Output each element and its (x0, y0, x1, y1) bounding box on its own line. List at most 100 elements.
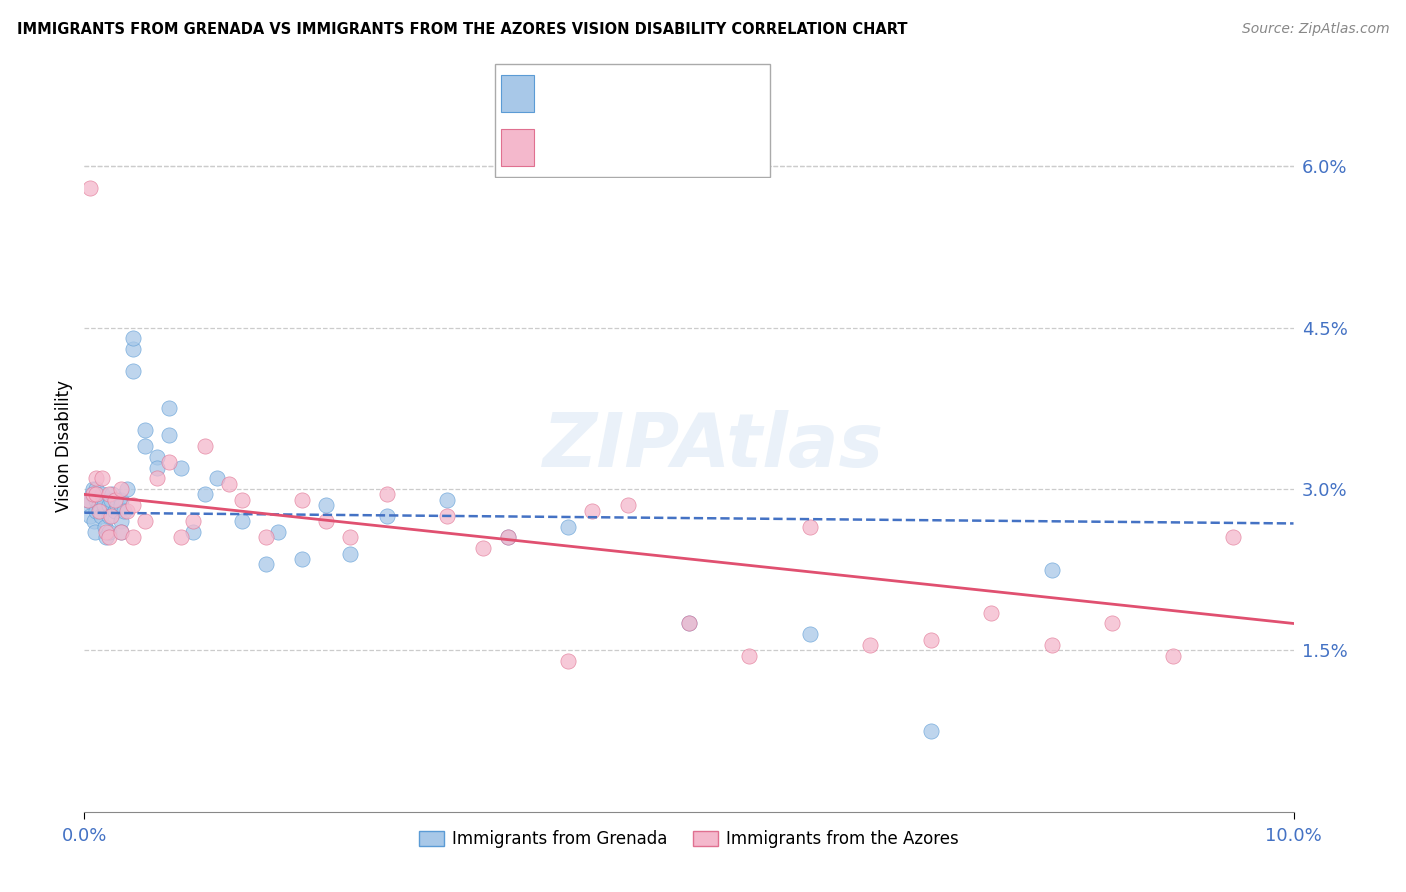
Point (110, 524, 132, 539)
Point (146, 460, 169, 475)
Point (77, 492, 100, 507)
Point (134, 439, 156, 453)
Point (80, 487, 103, 501)
Point (87, 503, 110, 517)
Point (436, 492, 458, 507)
Point (82, 487, 104, 501)
Point (91, 487, 114, 501)
Point (104, 492, 127, 507)
Point (121, 364, 143, 378)
Text: Source: ZipAtlas.com: Source: ZipAtlas.com (1241, 22, 1389, 37)
Point (146, 471, 169, 485)
Point (1040, 638, 1063, 652)
Text: N =: N = (666, 138, 703, 156)
Point (496, 530, 519, 544)
Point (194, 439, 217, 453)
Point (375, 508, 398, 523)
Point (110, 514, 132, 528)
Point (315, 514, 337, 528)
Point (134, 514, 156, 528)
Point (170, 530, 193, 544)
Point (115, 482, 138, 496)
Point (110, 492, 132, 507)
Point (339, 547, 361, 561)
Point (91, 471, 114, 485)
Point (76, 498, 98, 512)
Point (678, 616, 700, 631)
Point (110, 498, 132, 512)
Point (231, 514, 253, 528)
Point (82, 482, 104, 496)
Y-axis label: Vision Disability: Vision Disability (55, 380, 73, 512)
Point (97, 498, 120, 512)
Point (83, 514, 105, 528)
Point (181, 524, 204, 539)
Point (1161, 648, 1184, 663)
Point (121, 342, 143, 356)
Point (97, 530, 120, 544)
Point (157, 401, 180, 416)
Point (339, 530, 361, 544)
Point (181, 514, 204, 528)
Point (581, 503, 603, 517)
Point (291, 552, 314, 566)
Point (115, 503, 138, 517)
Point (101, 487, 124, 501)
Point (678, 616, 700, 631)
Point (94, 519, 117, 533)
Point (104, 503, 127, 517)
Text: -0.010: -0.010 (579, 85, 638, 103)
Point (87, 498, 110, 512)
Point (89, 503, 111, 517)
Point (472, 541, 495, 556)
Point (315, 498, 337, 512)
Point (617, 498, 640, 512)
Point (194, 487, 217, 501)
Point (496, 530, 519, 544)
Point (79, 508, 101, 523)
Text: -0.104: -0.104 (579, 138, 638, 156)
Point (1101, 616, 1123, 631)
Point (207, 471, 229, 485)
Point (375, 487, 398, 501)
FancyBboxPatch shape (495, 63, 770, 178)
Point (1040, 563, 1063, 577)
Point (90, 508, 112, 523)
Point (436, 508, 458, 523)
Point (134, 423, 156, 437)
Text: R =: R = (543, 85, 579, 103)
Point (218, 476, 240, 491)
Point (157, 455, 180, 469)
Point (86, 482, 108, 496)
Point (291, 492, 314, 507)
Point (557, 654, 579, 668)
Point (86, 487, 108, 501)
Point (112, 503, 135, 517)
Point (254, 558, 277, 572)
Point (84, 524, 107, 539)
Point (557, 519, 579, 533)
Text: IMMIGRANTS FROM GRENADA VS IMMIGRANTS FROM THE AZORES VISION DISABILITY CORRELAT: IMMIGRANTS FROM GRENADA VS IMMIGRANTS FR… (17, 22, 907, 37)
Bar (501, 75, 534, 112)
Point (94, 530, 117, 544)
Point (267, 524, 290, 539)
Point (254, 530, 277, 544)
Point (97, 524, 120, 539)
Point (100, 508, 122, 523)
Point (86, 503, 108, 517)
Bar (501, 128, 534, 166)
Point (79, 181, 101, 195)
Text: 57: 57 (703, 85, 725, 103)
Point (170, 460, 193, 475)
Point (97, 487, 120, 501)
Point (100, 492, 122, 507)
Point (738, 648, 761, 663)
Point (86, 492, 108, 507)
Point (146, 450, 169, 464)
Point (1222, 530, 1244, 544)
Point (110, 524, 132, 539)
Point (231, 492, 253, 507)
Point (920, 632, 942, 647)
Point (97, 508, 120, 523)
Point (121, 331, 143, 345)
